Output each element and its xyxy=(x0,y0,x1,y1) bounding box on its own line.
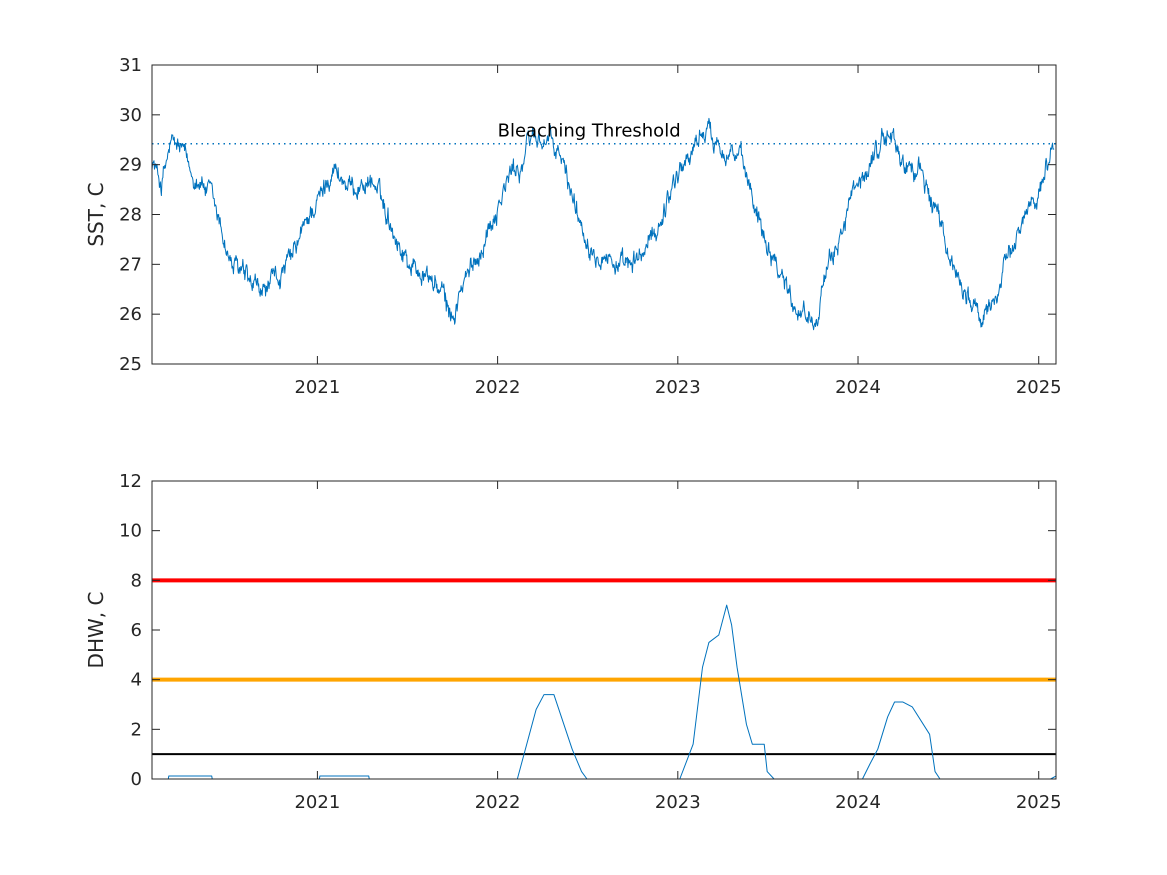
sst-annotation-group: Bleaching Threshold xyxy=(498,121,681,142)
y-tick-label: 12 xyxy=(119,471,142,492)
y-tick-label: 2 xyxy=(131,719,142,740)
dhw-panel: 0 2 4 6 8 10 12 2021 2022 2023 2024 2025 DHW, C xyxy=(84,471,1062,813)
x-tick-label: 2023 xyxy=(655,792,701,813)
x-tick-label: 2024 xyxy=(835,792,881,813)
dhw-ticks-group: 0 2 4 6 8 10 12 2021 2022 2023 2024 2025 xyxy=(119,471,1062,813)
x-tick-label: 2021 xyxy=(294,377,340,398)
y-tick-label: 31 xyxy=(119,55,142,76)
y-tick-label: 30 xyxy=(119,105,142,126)
sst-ticks-group: 25 26 27 28 29 30 31 2021 2022 2023 2024 2025 xyxy=(119,55,1062,398)
x-tick-label: 2022 xyxy=(475,792,521,813)
dhw-reference-lines-group xyxy=(152,578,1056,756)
sst-y-axis-label: SST, C xyxy=(84,182,108,246)
dhw-series-group xyxy=(152,604,1057,780)
threshold-label: Bleaching Threshold xyxy=(498,121,681,142)
sst-series-group xyxy=(151,117,1055,331)
sst-panel: Bleaching Threshold 25 26 27 28 29 30 31 2021 20… xyxy=(84,55,1062,398)
series-line xyxy=(151,117,1055,331)
x-tick-label: 2024 xyxy=(835,377,881,398)
x-tick-label: 2025 xyxy=(1016,792,1062,813)
dhw-y-axis-label: DHW, C xyxy=(84,592,108,669)
y-tick-label: 10 xyxy=(119,521,142,542)
y-tick-label: 0 xyxy=(131,769,142,790)
sst-plot-area xyxy=(152,65,1056,364)
y-tick-label: 4 xyxy=(131,670,142,691)
series-line xyxy=(152,604,1057,780)
x-tick-label: 2022 xyxy=(475,377,521,398)
y-tick-label: 28 xyxy=(119,205,142,226)
x-tick-label: 2025 xyxy=(1016,377,1062,398)
x-tick-label: 2021 xyxy=(294,792,340,813)
x-tick-label: 2023 xyxy=(655,377,701,398)
y-tick-label: 8 xyxy=(131,570,142,591)
y-tick-label: 26 xyxy=(119,304,142,325)
dhw-plot-area xyxy=(152,481,1056,779)
y-tick-label: 6 xyxy=(131,620,142,641)
y-tick-label: 27 xyxy=(119,254,142,275)
y-tick-label: 25 xyxy=(119,354,142,375)
y-tick-label: 29 xyxy=(119,155,142,176)
